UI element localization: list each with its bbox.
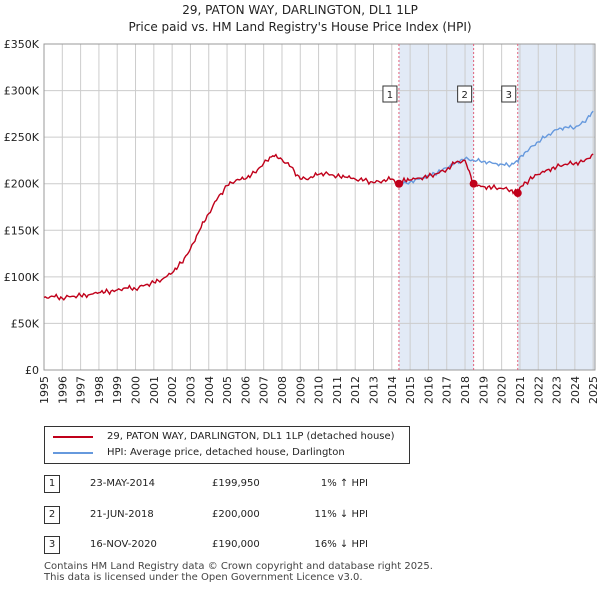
series-line-property bbox=[43, 153, 594, 301]
x-tick-label: 2009 bbox=[294, 376, 307, 404]
x-tick-label: 2021 bbox=[514, 376, 527, 404]
y-tick-label: £150K bbox=[4, 224, 40, 237]
sale-badge-label: 3 bbox=[506, 90, 512, 101]
sale-badge-box bbox=[501, 85, 517, 103]
sale-date: 21-JUN-2018 bbox=[90, 509, 154, 520]
sale-price: £199,950 bbox=[212, 478, 260, 489]
chart-title: 29, PATON WAY, DARLINGTON, DL1 1LP bbox=[182, 3, 418, 17]
y-tick-label: £350K bbox=[4, 38, 40, 51]
x-tick-label: 1998 bbox=[93, 376, 106, 404]
footer-licence: This data is licensed under the Open Gov… bbox=[44, 572, 363, 583]
x-tick-label: 2007 bbox=[258, 376, 271, 404]
sale-price: £190,000 bbox=[212, 539, 260, 550]
x-tick-label: 2022 bbox=[532, 376, 545, 404]
x-tick-label: 2013 bbox=[368, 376, 381, 404]
x-tick-label: 2019 bbox=[477, 376, 490, 404]
chart-legend: 29, PATON WAY, DARLINGTON, DL1 1LP (deta… bbox=[44, 426, 410, 464]
y-tick-label: £200K bbox=[4, 178, 40, 191]
x-tick-label: 2000 bbox=[130, 376, 143, 404]
x-tick-label: 2015 bbox=[404, 376, 417, 404]
x-tick-label: 2004 bbox=[203, 376, 216, 404]
x-tick-label: 2001 bbox=[148, 376, 161, 404]
price-chart: £0 £50K £100K £150K £200K £250K £300K £350K 1995… bbox=[4, 38, 600, 404]
x-tick-label: 2023 bbox=[551, 376, 564, 404]
sale-marker-badge-1: 1 bbox=[382, 85, 398, 103]
sale-marker-badge-2: 2 bbox=[457, 85, 473, 103]
x-tick-label: 1999 bbox=[111, 376, 124, 404]
y-tick-label: £300K bbox=[4, 85, 40, 98]
sale-price: £200,000 bbox=[212, 509, 260, 520]
sale-point-2 bbox=[469, 179, 478, 188]
x-tick-label: 2006 bbox=[239, 376, 252, 404]
sale-badge-box bbox=[382, 85, 398, 103]
sale-marker-badge-3: 3 bbox=[501, 85, 517, 103]
sale-hpi-diff: 1% ↑ HPI bbox=[320, 478, 368, 489]
x-tick-label: 1995 bbox=[38, 376, 51, 404]
x-tick-label: 2025 bbox=[587, 376, 600, 404]
sale-point-3 bbox=[513, 189, 522, 198]
sale-number-badge: 3 bbox=[44, 536, 60, 554]
x-tick-label: 2018 bbox=[459, 376, 472, 404]
x-tick-label: 2016 bbox=[422, 376, 435, 404]
chart-subtitle: Price paid vs. HM Land Registry's House … bbox=[128, 20, 472, 34]
sale-number-badge: 2 bbox=[44, 506, 60, 524]
y-tick-label: £100K bbox=[4, 271, 40, 284]
x-tick-label: 2012 bbox=[349, 376, 362, 404]
x-tick-label: 2002 bbox=[166, 376, 179, 404]
x-tick-label: 2024 bbox=[569, 376, 582, 404]
x-tick-label: 2005 bbox=[221, 376, 234, 404]
plot-frame bbox=[43, 43, 596, 371]
x-tick-label: 2014 bbox=[386, 376, 399, 404]
y-tick-label: £250K bbox=[4, 131, 40, 144]
x-tick-label: 1997 bbox=[75, 376, 88, 404]
sale-date: 23-MAY-2014 bbox=[90, 478, 156, 489]
footer-copyright: Contains HM Land Registry data © Crown c… bbox=[44, 561, 433, 572]
sale-hpi-diff: 16% ↓ HPI bbox=[314, 539, 368, 550]
sale-hpi-diff: 11% ↓ HPI bbox=[314, 509, 368, 520]
sale-number-badge: 1 bbox=[44, 475, 60, 493]
sale-point-1 bbox=[394, 179, 403, 188]
y-tick-label: £0 bbox=[25, 364, 39, 377]
x-tick-label: 2017 bbox=[441, 376, 454, 404]
sale-badge-label: 2 bbox=[461, 90, 467, 101]
sale-date: 16-NOV-2020 bbox=[90, 539, 157, 550]
x-tick-label: 2010 bbox=[313, 376, 326, 404]
series-line-hpi bbox=[398, 110, 594, 187]
sale-badge-label: 1 bbox=[387, 90, 393, 101]
x-tick-label: 2011 bbox=[331, 376, 344, 404]
x-tick-label: 2008 bbox=[276, 376, 289, 404]
legend-label-property: 29, PATON WAY, DARLINGTON, DL1 1LP (deta… bbox=[107, 431, 395, 442]
y-tick-label: £50K bbox=[11, 317, 40, 330]
sale-badge-box bbox=[457, 85, 473, 103]
legend-line-hpi bbox=[53, 452, 93, 454]
x-tick-label: 2020 bbox=[496, 376, 509, 404]
legend-line-property bbox=[53, 436, 93, 438]
legend-label-hpi: HPI: Average price, detached house, Darl… bbox=[107, 447, 345, 458]
x-tick-label: 1996 bbox=[56, 376, 69, 404]
x-tick-label: 2003 bbox=[184, 376, 197, 404]
